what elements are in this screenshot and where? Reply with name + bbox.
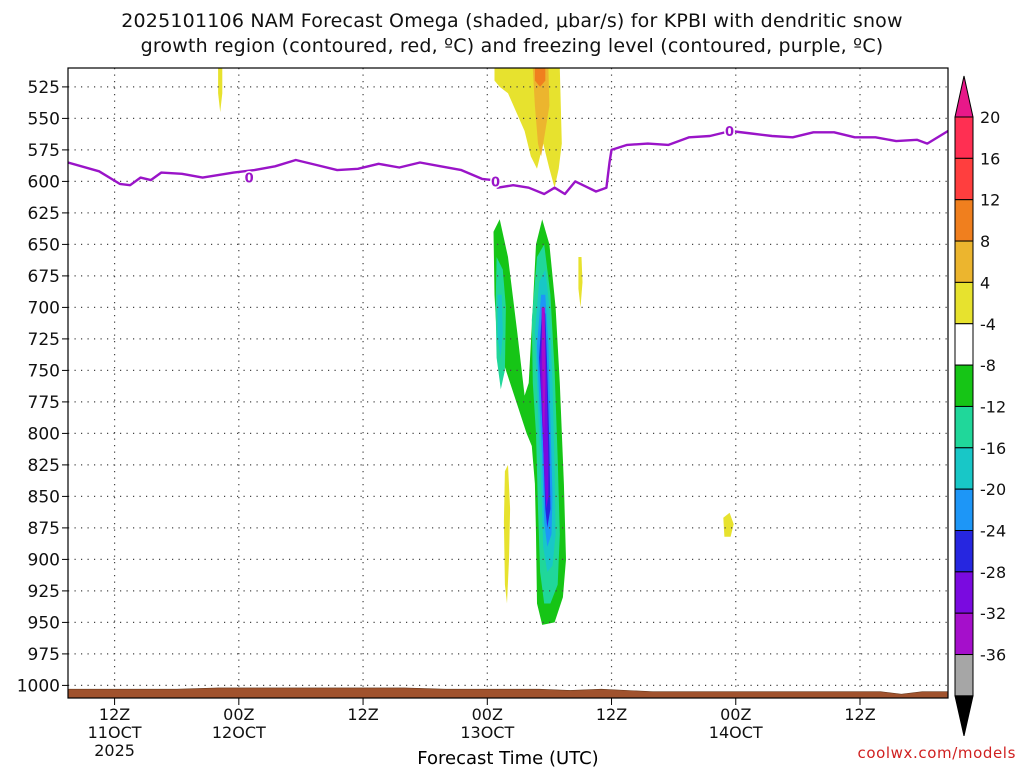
y-tick-label: 675: [28, 267, 60, 287]
omega-colorbar: 20 16 12 8 4 -4 -8 -12 -16 -20 -24 -28 -32 -36: [954, 75, 1006, 737]
y-tick-label: 1000: [17, 676, 60, 696]
colorbar-swatch: [954, 240, 974, 283]
colorbar-bottom-arrow: [954, 695, 974, 737]
y-tick-label: 950: [28, 613, 60, 633]
colorbar-swatch: [954, 488, 974, 531]
colorbar-label: 12: [980, 191, 1000, 210]
colorbar-swatch: [954, 571, 974, 614]
omega-band-4: [578, 257, 583, 308]
x-tick-label: 00Z: [472, 705, 503, 724]
omega-band-12: [534, 68, 546, 87]
colorbar-swatch: [954, 530, 974, 573]
y-tick-label: 600: [28, 172, 60, 192]
omega-band-4: [723, 512, 734, 537]
y-tick-label: 650: [28, 235, 60, 255]
ground-fill: [68, 687, 948, 698]
x-tick-label: 12Z: [596, 705, 627, 724]
colorbar-swatch: [954, 447, 974, 490]
colorbar-label: 4: [980, 273, 990, 292]
omega-band-minus16: [497, 294, 503, 358]
colorbar-label: 8: [980, 232, 990, 251]
credit-text: coolwx.com/models: [857, 744, 1016, 762]
colorbar-swatch: [954, 157, 974, 201]
y-tick-label: 700: [28, 298, 60, 318]
freezing-level-line: [68, 129, 948, 196]
colorbar-label: 20: [980, 108, 1000, 127]
omega-band-8: [532, 68, 550, 157]
colorbar-label: -20: [980, 480, 1006, 499]
chart-title-line-1: 2025101106 NAM Forecast Omega (shaded, μ…: [121, 10, 903, 32]
x-tick-label: 12Z: [844, 705, 875, 724]
colorbar-label: -16: [980, 439, 1006, 458]
x-tick-date: 13OCT: [460, 723, 514, 742]
colorbar-swatch: [954, 612, 974, 656]
colorbar-label: -8: [980, 356, 996, 375]
y-tick-label: 900: [28, 550, 60, 570]
x-tick-label: 00Z: [720, 705, 751, 724]
x-tick-year: 2025: [94, 741, 135, 760]
freezing-level-label: 0: [245, 172, 254, 187]
x-tick-label: 00Z: [223, 705, 254, 724]
y-tick-label: 925: [28, 582, 60, 602]
colorbar-swatch: [954, 116, 974, 159]
y-tick-label: 750: [28, 361, 60, 381]
y-tick-label: 800: [28, 424, 60, 444]
colorbar-swatch: [954, 654, 974, 697]
y-tick-label: 975: [28, 645, 60, 665]
freezing-level-contour: 0 0 0: [68, 124, 948, 196]
x-tick-label: 12Z: [99, 705, 130, 724]
colorbar-swatch: [954, 281, 974, 325]
colorbar-label: -28: [980, 563, 1006, 582]
omega-band-4: [503, 464, 511, 604]
y-tick-label: 550: [28, 109, 60, 129]
colorbar-swatch: [954, 364, 974, 407]
x-tick-date: 11OCT: [88, 723, 142, 742]
colorbar-label: -4: [980, 315, 996, 334]
pressure-axis: 525 550 575 600 625 650 675 700 725 750 775 800 825 8…: [17, 78, 68, 696]
y-tick-label: 725: [28, 330, 60, 350]
freezing-level-label: 0: [725, 125, 734, 140]
colorbar-top-arrow: [954, 75, 974, 118]
y-tick-label: 825: [28, 456, 60, 476]
colorbar-label: -32: [980, 604, 1006, 623]
ground-layer: [68, 687, 948, 698]
omega-band-4: [218, 68, 223, 113]
colorbar-label: -12: [980, 397, 1006, 416]
omega-band-minus4: [200, 68, 208, 201]
y-tick-label: 575: [28, 141, 60, 161]
x-tick-label: 12Z: [347, 705, 378, 724]
colorbar-label: -24: [980, 522, 1006, 541]
chart-title-line-2: growth region (contoured, red, ºC) and f…: [140, 35, 884, 57]
y-tick-label: 625: [28, 204, 60, 224]
omega-shading: [200, 68, 734, 667]
x-axis-label: Forecast Time (UTC): [417, 748, 598, 768]
freezing-level-label: 0: [491, 175, 500, 190]
colorbar-swatch: [954, 199, 974, 242]
colorbar-swatch: [954, 323, 974, 366]
colorbar-label: -36: [980, 646, 1006, 665]
y-tick-label: 775: [28, 393, 60, 413]
x-tick-date: 14OCT: [709, 723, 763, 742]
y-tick-label: 525: [28, 78, 60, 98]
y-tick-label: 875: [28, 519, 60, 539]
colorbar-swatch: [954, 405, 974, 449]
colorbar-label: 16: [980, 149, 1000, 168]
y-tick-label: 850: [28, 487, 60, 507]
x-tick-date: 12OCT: [212, 723, 266, 742]
plot-frame: [67, 67, 949, 699]
